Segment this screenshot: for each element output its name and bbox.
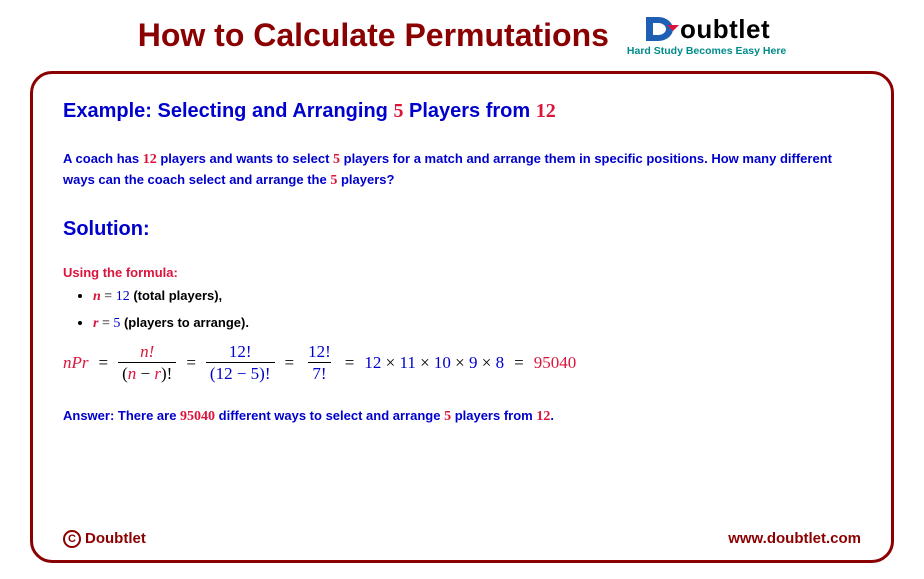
eq-equals-2: = xyxy=(182,353,200,373)
eq-equals-1: = xyxy=(95,353,113,373)
times-2: × xyxy=(416,353,434,372)
problem-text-4: players? xyxy=(337,172,394,187)
times-4: × xyxy=(478,353,496,372)
formula-label: Using the formula: xyxy=(63,265,861,280)
answer-text-2: different ways to select and arrange xyxy=(215,408,444,423)
eq-product: 12 × 11 × 10 × 9 × 8 xyxy=(364,353,504,373)
frac2-num: 12! xyxy=(225,342,256,363)
answer-result: 95040 xyxy=(180,409,215,424)
var-n-desc: (total players), xyxy=(130,288,222,303)
eq-npr: nPr xyxy=(63,353,89,373)
logo-tagline: Hard Study Becomes Easy Here xyxy=(627,46,786,57)
example-title: Example: Selecting and Arranging 5 Playe… xyxy=(63,100,861,123)
solution-heading: Solution: xyxy=(63,218,861,241)
frac3-num: 12! xyxy=(304,342,335,363)
frac2-den: (12 − 5)! xyxy=(206,362,275,384)
frac1-num: n! xyxy=(140,342,154,361)
eq-equals-3: = xyxy=(281,353,299,373)
times-1: × xyxy=(381,353,399,372)
eq-equals-4: = xyxy=(341,353,359,373)
permutation-equation: nPr = n! (n − r)! = 12! (12 − 5)! = 12! … xyxy=(63,342,861,384)
problem-num-1: 12 xyxy=(143,152,157,167)
variable-n: n = 12 (total players), xyxy=(93,288,861,305)
problem-statement: A coach has 12 players and wants to sele… xyxy=(63,149,861,192)
answer-text-3: players from xyxy=(451,408,536,423)
eq-result: 95040 xyxy=(534,353,577,373)
copyright-icon: C xyxy=(63,530,81,548)
eq-equals-5: = xyxy=(510,353,528,373)
variable-list: n = 12 (total players), r = 5 (players t… xyxy=(63,288,861,332)
prod-2: 11 xyxy=(399,353,415,372)
frac1-den-close: )! xyxy=(161,364,172,383)
example-n-value: 12 xyxy=(536,100,556,122)
problem-num-2: 5 xyxy=(333,152,340,167)
frac1-den-n: n xyxy=(128,364,137,383)
var-n-value: 12 xyxy=(116,289,130,304)
page-header: How to Calculate Permutations oubtlet Ha… xyxy=(0,0,924,65)
eq-frac-simplified: 12! 7! xyxy=(304,342,335,384)
logo-text: oubtlet xyxy=(680,16,770,42)
prod-5: 8 xyxy=(496,353,505,372)
answer-text-1: Answer: There are xyxy=(63,408,180,423)
answer-text-4: . xyxy=(550,408,554,423)
card-footer: C Doubtlet www.doubtlet.com xyxy=(63,530,861,548)
times-3: × xyxy=(451,353,469,372)
frac1-den-r: r xyxy=(154,364,161,383)
prod-1: 12 xyxy=(364,353,381,372)
example-title-prefix: Example: Selecting and Arranging xyxy=(63,100,393,122)
answer-n: 12 xyxy=(536,409,550,424)
copyright: C Doubtlet xyxy=(63,530,146,548)
var-n-symbol: n xyxy=(93,289,101,304)
brand-logo: oubtlet Hard Study Becomes Easy Here xyxy=(627,14,786,57)
answer-line: Answer: There are 95040 different ways t… xyxy=(63,408,861,425)
prod-4: 9 xyxy=(469,353,478,372)
variable-r: r = 5 (players to arrange). xyxy=(93,315,861,332)
frac1-den-op: − xyxy=(136,364,154,383)
content-card: Example: Selecting and Arranging 5 Playe… xyxy=(30,71,894,563)
eq-frac-symbolic: n! (n − r)! xyxy=(118,342,176,384)
frac3-den: 7! xyxy=(308,362,330,384)
var-n-eq: = xyxy=(101,289,116,304)
logo-d-icon xyxy=(643,14,679,44)
page-title: How to Calculate Permutations xyxy=(138,17,609,54)
website-url: www.doubtlet.com xyxy=(728,530,861,547)
copyright-brand: Doubtlet xyxy=(85,530,146,547)
var-r-eq: = xyxy=(98,316,113,331)
prod-3: 10 xyxy=(434,353,451,372)
problem-text-1: A coach has xyxy=(63,151,143,166)
example-r-value: 5 xyxy=(393,100,403,122)
var-r-desc: (players to arrange). xyxy=(120,315,249,330)
eq-frac-substituted: 12! (12 − 5)! xyxy=(206,342,275,384)
logo-top-row: oubtlet xyxy=(643,14,770,44)
example-title-mid: Players from xyxy=(403,100,535,122)
problem-text-2: players and wants to select xyxy=(157,151,333,166)
